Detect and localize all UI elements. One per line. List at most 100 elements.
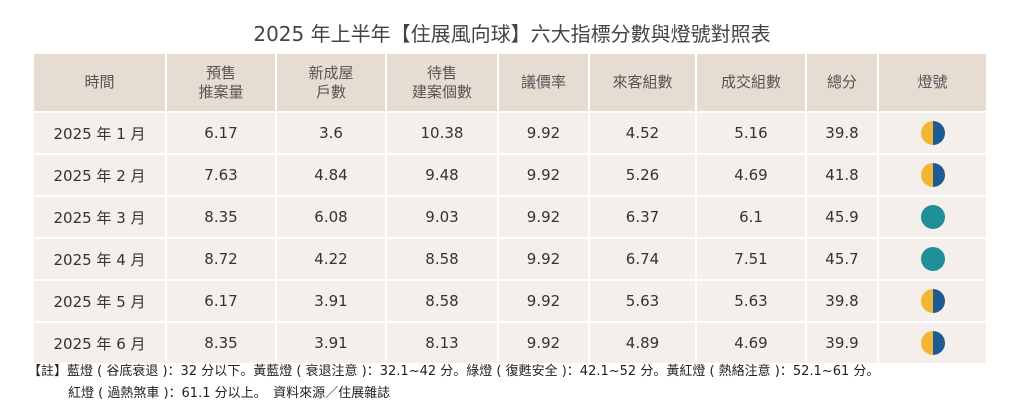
header-text: 建案個數 bbox=[411, 82, 472, 101]
light bbox=[920, 205, 945, 229]
cell: 39.9 bbox=[805, 321, 879, 365]
cell: 3.91 bbox=[275, 279, 387, 323]
light-cell bbox=[877, 237, 988, 281]
cell: 4.89 bbox=[588, 321, 697, 365]
cell: 2025 年 4 月 bbox=[32, 237, 167, 281]
header-text: 來客組數 bbox=[612, 73, 673, 91]
cell: 4.69 bbox=[695, 153, 807, 197]
light-cell bbox=[877, 195, 988, 239]
header-cell: 總分 bbox=[805, 52, 879, 113]
cell: 8.13 bbox=[385, 321, 499, 365]
table-row: 2025 年 1 月 6.17 3.6 10.38 9.92 4.52 5.16 39.8 bbox=[32, 111, 988, 155]
cell: 9.03 bbox=[385, 195, 499, 239]
cell: 6.1 bbox=[695, 195, 807, 239]
header-cell: 議價率 bbox=[497, 52, 590, 113]
cell: 8.72 bbox=[165, 237, 277, 281]
cell: 8.58 bbox=[385, 279, 499, 323]
table-row: 2025 年 6 月 8.35 3.91 8.13 9.92 4.89 4.69 39.9 bbox=[32, 321, 988, 365]
cell: 2025 年 3 月 bbox=[32, 195, 167, 239]
header-text: 戶數 bbox=[315, 82, 346, 101]
cell: 6.17 bbox=[165, 279, 277, 323]
cell: 41.8 bbox=[805, 153, 879, 197]
header-text: 成交組數 bbox=[720, 73, 781, 91]
light bbox=[920, 331, 945, 355]
cell: 9.92 bbox=[497, 321, 590, 365]
table-row: 2025 年 4 月 8.72 4.22 8.58 9.92 6.74 7.51 45.7 bbox=[32, 237, 988, 281]
light-part bbox=[920, 289, 933, 313]
header-text: 燈號 bbox=[917, 73, 948, 91]
light-cell bbox=[877, 279, 988, 323]
cell: 5.26 bbox=[588, 153, 697, 197]
light-cell bbox=[877, 153, 988, 197]
cell: 8.58 bbox=[385, 237, 499, 281]
cell: 4.69 bbox=[695, 321, 807, 365]
light bbox=[920, 121, 945, 145]
light-part bbox=[920, 331, 933, 355]
cell: 39.8 bbox=[805, 111, 879, 155]
cell: 2025 年 5 月 bbox=[32, 279, 167, 323]
cell: 9.92 bbox=[497, 279, 590, 323]
header-text: 預售 bbox=[205, 63, 236, 82]
cell: 6.37 bbox=[588, 195, 697, 239]
cell: 45.9 bbox=[805, 195, 879, 239]
light-part bbox=[932, 163, 945, 187]
cell: 2025 年 6 月 bbox=[32, 321, 167, 365]
light-part bbox=[932, 331, 945, 355]
header-row: 時間 預售 推案量 新成屋 戶數 待售 建案個數 議價率 來客組數 成交組數 總分 燈號 bbox=[32, 52, 988, 113]
cell: 10.38 bbox=[385, 111, 499, 155]
light-cell bbox=[877, 111, 988, 155]
header-cell: 預售 推案量 bbox=[165, 52, 277, 113]
light-part bbox=[920, 205, 945, 229]
cell: 2025 年 2 月 bbox=[32, 153, 167, 197]
light bbox=[920, 163, 945, 187]
cell: 8.35 bbox=[165, 195, 277, 239]
cell: 4.22 bbox=[275, 237, 387, 281]
cell: 5.16 bbox=[695, 111, 807, 155]
light-cell bbox=[877, 321, 988, 365]
cell: 45.7 bbox=[805, 237, 879, 281]
cell: 5.63 bbox=[588, 279, 697, 323]
cell: 39.8 bbox=[805, 279, 879, 323]
cell: 7.51 bbox=[695, 237, 807, 281]
cell: 6.08 bbox=[275, 195, 387, 239]
header-text: 推案量 bbox=[198, 82, 244, 101]
header-cell: 時間 bbox=[32, 52, 167, 113]
title: 2025 年上半年【住展風向球】六大指標分數與燈號對照表 bbox=[253, 22, 771, 46]
header-text: 新成屋 bbox=[308, 63, 354, 82]
header-text: 待售 bbox=[426, 63, 457, 82]
cell: 9.92 bbox=[497, 195, 590, 239]
header-text: 議價率 bbox=[520, 73, 566, 91]
cell: 9.92 bbox=[497, 237, 590, 281]
cell: 9.92 bbox=[497, 153, 590, 197]
table-body: 2025 年 1 月 6.17 3.6 10.38 9.92 4.52 5.16 39.8 20… bbox=[32, 111, 988, 365]
cell: 2025 年 1 月 bbox=[32, 111, 167, 155]
table-row: 2025 年 5 月 6.17 3.91 8.58 9.92 5.63 5.63 39.8 bbox=[32, 279, 988, 323]
cell: 9.48 bbox=[385, 153, 499, 197]
header-cell: 來客組數 bbox=[588, 52, 697, 113]
cell: 8.35 bbox=[165, 321, 277, 365]
light bbox=[920, 247, 945, 271]
cell: 6.17 bbox=[165, 111, 277, 155]
header-text: 總分 bbox=[826, 73, 857, 91]
note: 【註】藍燈 ( 谷底衰退 )：32 分以下。黃藍燈 ( 衰退注意 )：32.1~… bbox=[28, 364, 880, 379]
cell: 3.91 bbox=[275, 321, 387, 365]
header-cell: 燈號 bbox=[877, 52, 988, 113]
cell: 3.6 bbox=[275, 111, 387, 155]
light-part bbox=[920, 163, 933, 187]
header-cell: 待售 建案個數 bbox=[385, 52, 499, 113]
cell: 7.63 bbox=[165, 153, 277, 197]
header-cell: 成交組數 bbox=[695, 52, 807, 113]
header-text: 時間 bbox=[84, 73, 115, 91]
cell: 9.92 bbox=[497, 111, 590, 155]
table-row: 2025 年 2 月 7.63 4.84 9.48 9.92 5.26 4.69 41.8 bbox=[32, 153, 988, 197]
cell: 6.74 bbox=[588, 237, 697, 281]
header-cell: 新成屋 戶數 bbox=[275, 52, 387, 113]
cell: 4.84 bbox=[275, 153, 387, 197]
light bbox=[920, 289, 945, 313]
light-part bbox=[932, 289, 945, 313]
light-part bbox=[920, 121, 933, 145]
cell: 5.63 bbox=[695, 279, 807, 323]
table: 時間 預售 推案量 新成屋 戶數 待售 建案個數 議價率 來客組數 成交組數 總分 燈號 2025 年… bbox=[32, 52, 988, 365]
light-part bbox=[920, 247, 945, 271]
